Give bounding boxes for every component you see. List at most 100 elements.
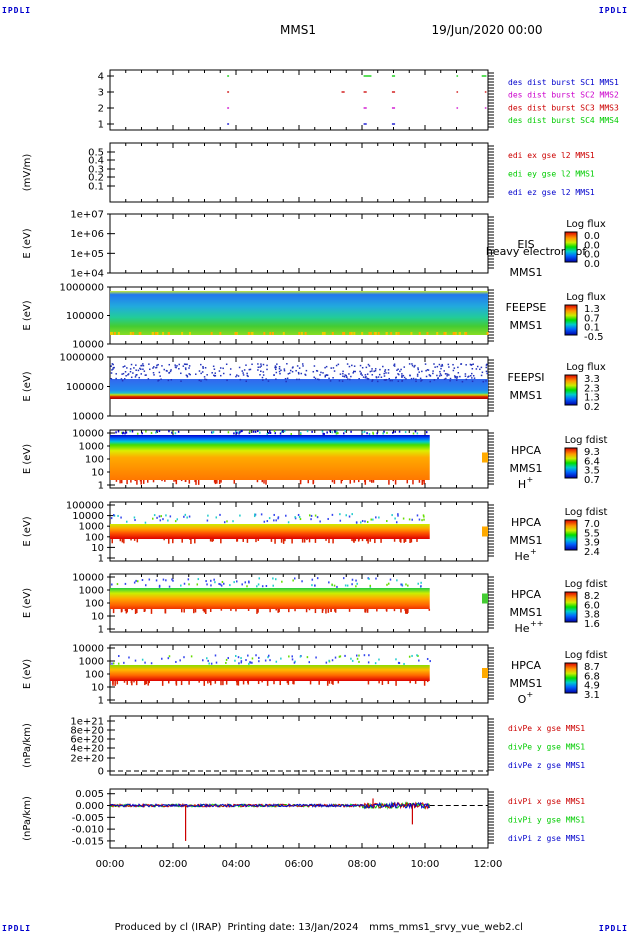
hpca_o-spectrogram-pixel <box>247 654 249 657</box>
hpca_o-spectrogram-pixel <box>167 681 170 684</box>
hpca_hepp-spectrogram-pixel <box>180 584 182 587</box>
hpca_he-spectrogram-pixel <box>181 539 183 543</box>
feepse-spectrogram-pixel <box>397 332 400 335</box>
hpca_hepp-spectrogram-pixel <box>258 577 261 580</box>
edi-legend-label: edi ez gse l2 MMS1 <box>508 188 595 197</box>
feepse-spectrogram-pixel <box>323 332 326 335</box>
feepsi-spectrogram-pixel <box>403 376 406 379</box>
hpca_he-spectrogram-pixel <box>411 518 413 521</box>
hpca_he-spectrogram-pixel <box>273 513 275 516</box>
hpca_he-spectrogram-pixel <box>167 519 169 522</box>
hpca_o-spectrogram-pixel <box>168 655 171 658</box>
feepse-spectrogram-pixel <box>353 332 356 335</box>
hpca_h-spectrogram-pixel <box>416 432 419 435</box>
hpca_o-colorbar <box>564 662 578 694</box>
hpca_o-spectrogram-pixel <box>235 654 237 657</box>
hpca_h-spectrogram-pixel <box>392 480 394 482</box>
feepsi-spectrogram-pixel <box>314 377 317 380</box>
hpca_hepp-spectrogram-pixel <box>407 584 409 587</box>
hpca_o-spectrogram-pixel <box>339 655 342 658</box>
feepsi-spectrogram <box>110 379 488 399</box>
hpca_h-spectrogram-pixel <box>323 432 325 435</box>
feepsi-spectrogram-pixel <box>346 363 349 365</box>
hpca_h-spectrogram-pixel <box>124 432 126 435</box>
hpca_hepp-spectrogram-pixel <box>141 578 144 581</box>
feepsi-spectrogram-pixel <box>417 367 419 369</box>
hpca_h-spectrogram-pixel <box>145 430 147 433</box>
hpca_o-spectrogram-pixel <box>331 659 334 662</box>
hpca_he-spectrogram-pixel <box>395 521 398 524</box>
eis-colorbar-title: Log flux <box>566 219 606 230</box>
feepsi-spectrogram-pixel <box>464 373 467 375</box>
hpca_he-spectrogram-pixel <box>301 539 304 543</box>
eis-colorbar-tick-label: 0.0 <box>584 231 600 242</box>
hpca_he-spectrogram-pixel <box>158 515 161 518</box>
hpca_hepp-spectrogram-pixel <box>321 609 324 613</box>
hpca_hepp-spectrogram-pixel <box>417 582 419 585</box>
hpca_hepp-colorbar-tick-label: 3.8 <box>584 610 600 621</box>
hpca_h-spectrogram-pixel <box>279 432 282 435</box>
burst-y-tick-label: 3 <box>98 88 104 99</box>
feepse-spectrogram-pixel <box>465 332 468 335</box>
feepsi-spectrogram-pixel <box>420 380 422 382</box>
hpca_h-spectrogram-pixel <box>274 432 277 435</box>
hpca_o-spectrogram-pixel <box>294 660 296 663</box>
divpe-y-tick-label: 8e+20 <box>70 726 104 737</box>
feepsi-spectrogram-pixel <box>378 373 381 376</box>
hpca_hepp-spectrogram-pixel <box>205 609 207 614</box>
feepsi-spectrogram-pixel <box>320 371 322 374</box>
hpca_h-spectrogram-pixel <box>155 430 158 433</box>
feepsi-spectrogram-pixel <box>237 375 240 377</box>
hpca_hepp-spectrogram-pixel <box>158 585 161 588</box>
hpca_o-spectrogram-pixel <box>358 654 360 657</box>
hpca_o-spectrogram-pixel <box>240 660 243 663</box>
hpca_o-spectrogram-pixel <box>293 661 296 664</box>
feepsi-spectrogram-pixel <box>155 366 157 369</box>
hpca_he-spectrogram-pixel <box>314 514 317 517</box>
eis-colorbar-tick-label: 0.0 <box>584 250 600 261</box>
feepsi-spectrogram-pixel <box>433 363 435 365</box>
feepsi-spectrogram-pixel <box>246 372 248 375</box>
feepsi-spectrogram-pixel <box>417 368 419 371</box>
hpca_o-spectrogram-pixel <box>198 681 200 683</box>
feepsi-spectrogram-pixel <box>335 364 338 367</box>
feepsi-spectrogram-pixel <box>480 366 483 369</box>
hpca_he-spectrogram-pixel <box>232 520 234 523</box>
feepsi-spectrogram-pixel <box>436 374 438 377</box>
feepsi-spectrogram-pixel <box>413 366 415 368</box>
feepsi-spectrogram-pixel <box>279 372 281 375</box>
feepsi-spectrogram-pixel <box>380 376 383 379</box>
feepsi-spectrogram-pixel <box>471 367 474 370</box>
hpca_he-spectrogram-pixel <box>397 514 399 517</box>
divpe-y-tick-label: 0 <box>98 767 104 778</box>
hpca_he-spectrogram-pixel <box>165 514 167 517</box>
hpca_h-spectrogram-pixel <box>300 432 302 435</box>
hpca_h-spectrogram-pixel <box>337 432 339 435</box>
feepsi-spectrogram-pixel <box>457 366 459 369</box>
feepsi-spectrogram-pixel <box>257 366 260 369</box>
feepsi-spectrogram-pixel <box>262 374 265 376</box>
hpca_o-spectrogram-pixel <box>141 658 144 661</box>
feepsi-spectrogram-pixel <box>366 377 368 380</box>
hpca_h-spectrogram-pixel <box>266 432 269 435</box>
feepse-spectrogram-pixel <box>156 332 159 335</box>
hpca_he-spectrogram-pixel <box>394 517 396 520</box>
feepsi-spectrogram-pixel <box>235 375 237 378</box>
feepsi-spectrogram-pixel <box>416 373 419 376</box>
hpca_h-spectrogram-pixel <box>382 432 385 435</box>
feepsi-spectrogram-pixel <box>446 373 449 375</box>
hpca_o-spectrogram-pixel <box>414 681 417 684</box>
hpca_o-spectrogram-pixel <box>161 681 164 686</box>
hpca_he-spectrogram-pixel <box>123 539 125 544</box>
feepsi-spectrogram-pixel <box>319 374 321 376</box>
hpca_o-spectrogram-pixel <box>258 656 260 659</box>
hpca_he-spectrogram-pixel <box>375 516 377 519</box>
hpca_hepp-spectrogram-pixel <box>294 609 296 612</box>
hpca_he-spectrogram-pixel <box>372 518 374 521</box>
feepsi-spectrogram-pixel <box>421 379 423 381</box>
hpca_he-spectrogram-pixel <box>423 515 425 518</box>
feepsi-spectrogram-pixel <box>185 368 187 371</box>
feepsi-colorbar <box>564 374 578 406</box>
feepsi-colorbar-tick-label: 2.3 <box>584 383 600 394</box>
hpca_o-spectrogram-pixel <box>167 657 170 660</box>
